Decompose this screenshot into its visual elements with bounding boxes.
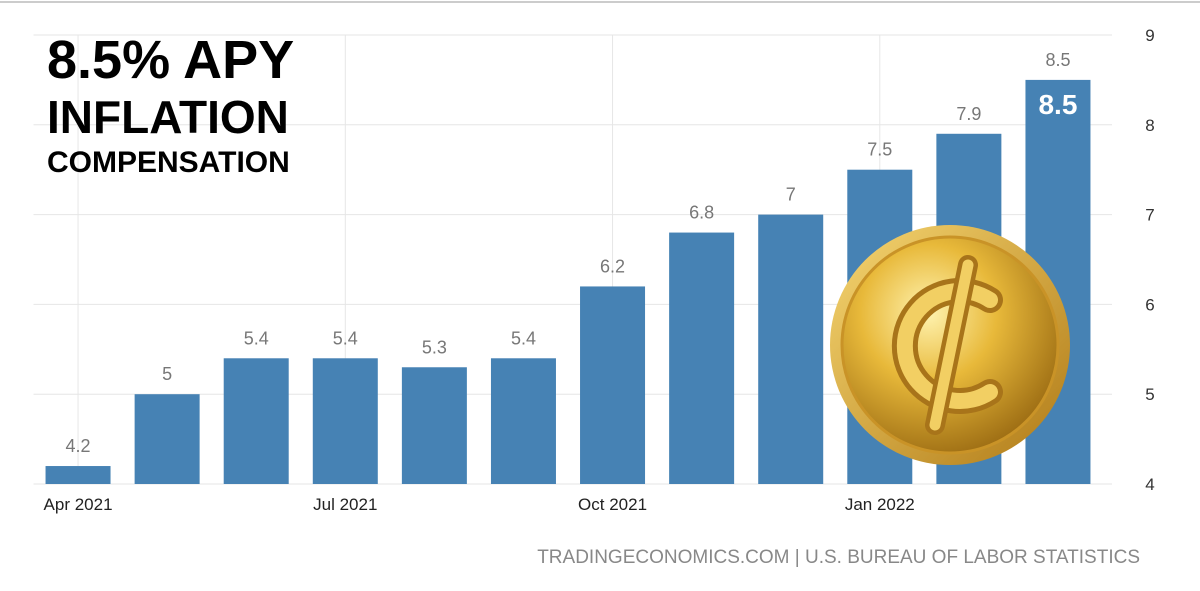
value-label: 5.4 — [244, 328, 269, 348]
coin-icon — [830, 225, 1070, 465]
source: TRADINGECONOMICS.COM | U.S. BUREAU OF LA… — [537, 547, 1140, 568]
bar — [758, 214, 824, 484]
value-label: 7.9 — [956, 104, 981, 124]
highlight-value-label: 8.5 — [1038, 89, 1077, 120]
title-block: 8.5% APY INFLATION COMPENSATION — [47, 30, 294, 179]
x-tick-label: Apr 2021 — [44, 495, 113, 514]
title: 8.5% APY — [47, 30, 294, 90]
y-tick-label: 9 — [1145, 26, 1154, 45]
x-tick-label: Oct 2021 — [578, 495, 647, 514]
bar — [223, 358, 289, 484]
y-tick-label: 5 — [1145, 385, 1154, 404]
value-label: 6.2 — [600, 256, 625, 276]
bar — [580, 286, 646, 484]
bar — [45, 466, 111, 484]
value-label: 7 — [786, 185, 796, 205]
bar — [669, 232, 735, 484]
title: COMPENSATION — [47, 146, 290, 179]
value-label: 5 — [162, 364, 172, 384]
y-tick-label: 8 — [1145, 116, 1154, 135]
x-tick-label: Jul 2021 — [313, 495, 377, 514]
y-tick-label: 6 — [1145, 295, 1154, 314]
x-tick-label: Jan 2022 — [845, 495, 915, 514]
y-tick-label: 4 — [1145, 475, 1154, 494]
value-label: 5.4 — [511, 328, 536, 348]
title: INFLATION — [47, 91, 289, 143]
value-label: 5.3 — [422, 337, 447, 357]
y-tick-label: 7 — [1145, 206, 1154, 225]
value-label: 8.5 — [1045, 50, 1070, 70]
value-label: 4.2 — [66, 436, 91, 456]
bar — [490, 358, 556, 484]
bar — [401, 367, 467, 484]
bar — [312, 358, 378, 484]
bar — [134, 394, 200, 484]
value-label: 5.4 — [333, 328, 358, 348]
value-label: 7.5 — [867, 140, 892, 160]
value-label: 6.8 — [689, 203, 714, 223]
